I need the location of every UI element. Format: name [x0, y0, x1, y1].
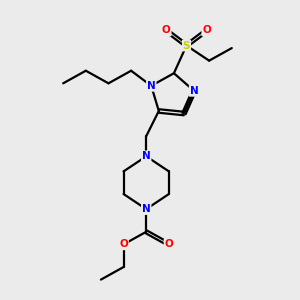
- Text: O: O: [119, 239, 128, 249]
- Text: N: N: [190, 86, 198, 96]
- Text: O: O: [202, 26, 211, 35]
- Text: N: N: [147, 81, 156, 91]
- Text: S: S: [183, 40, 190, 51]
- Text: N: N: [142, 151, 151, 161]
- Text: O: O: [162, 26, 171, 35]
- Text: O: O: [164, 239, 173, 249]
- Text: N: N: [142, 204, 151, 214]
